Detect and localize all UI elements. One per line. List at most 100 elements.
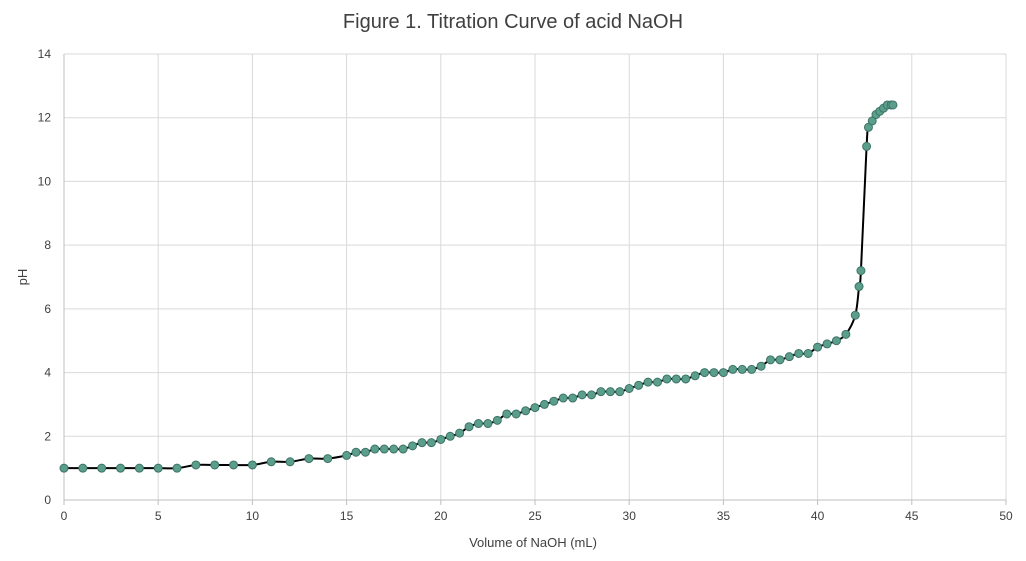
data-point [856,266,866,276]
data-point [700,368,710,378]
data-point [831,336,841,346]
y-tick-label: 8 [44,238,51,252]
data-point [605,387,615,397]
data-point [304,454,314,464]
data-point [78,463,88,473]
data-point [539,399,549,409]
data-point [97,463,107,473]
y-tick-label: 6 [44,302,51,316]
data-point [737,364,747,374]
data-point [888,100,898,110]
data-point [652,377,662,387]
series-line [64,103,893,470]
data-point [662,374,672,384]
y-tick-label: 4 [44,366,51,380]
data-point [850,310,860,320]
data-point [813,342,823,352]
data-point [455,428,465,438]
data-points [59,100,898,473]
data-point [803,348,813,358]
data-point [483,419,493,429]
data-point [191,460,201,470]
data-point [784,352,794,362]
data-point [624,384,634,393]
x-tick-label: 10 [246,509,260,523]
data-point [643,377,653,387]
y-tick-label: 10 [38,174,52,188]
data-point [794,348,804,358]
x-tick-label: 50 [999,509,1013,523]
tick-labels: 0 2 4 6 8 10 12 14 0 5 10 15 20 25 30 35 40 45 50 [38,47,1013,523]
x-tick-label: 0 [61,509,68,523]
data-point [558,393,568,403]
y-tick-label: 12 [38,111,52,125]
data-point [389,444,399,454]
data-point [530,403,540,413]
data-point [577,390,587,400]
data-point [116,463,126,473]
data-point [134,463,144,473]
data-point [690,371,700,381]
x-tick-label: 20 [434,509,448,523]
data-point [229,460,239,470]
grid-lines [64,53,1007,500]
data-point [502,409,512,419]
data-point [615,387,625,397]
x-tick-label: 5 [155,509,162,523]
axes [63,54,1007,505]
data-point [153,463,163,473]
data-point [671,374,681,384]
data-point [172,463,182,473]
x-tick-label: 15 [340,509,354,523]
x-tick-label: 25 [528,509,542,523]
data-point [862,141,872,151]
data-point [596,387,606,397]
y-axis-label: pH [15,269,30,286]
y-tick-label: 0 [44,493,51,507]
x-axis-label: Volume of NaOH (mL) [469,535,597,550]
x-tick-label: 35 [717,509,731,523]
data-point [766,355,775,365]
data-point [634,380,644,390]
data-point [747,364,757,374]
data-point [445,431,455,441]
data-point [351,447,361,457]
x-tick-label: 40 [811,509,825,523]
data-point [398,444,408,454]
data-point [210,460,220,470]
data-point [323,454,333,464]
data-point [247,460,257,470]
x-tick-label: 30 [623,509,637,523]
data-point [511,409,521,419]
data-point [728,364,738,374]
data-point [436,434,446,444]
data-point [426,438,436,448]
data-point [854,282,864,292]
data-point [59,463,69,473]
data-point [379,444,389,454]
data-point [342,450,352,460]
data-point [464,422,474,432]
data-point [360,447,370,457]
chart-title: Figure 1. Titration Curve of acid NaOH [343,11,683,33]
y-tick-label: 2 [44,429,51,443]
data-point [492,415,502,425]
data-point [709,368,719,378]
data-point [587,390,597,400]
x-tick-label: 45 [905,509,919,523]
data-point [266,457,276,467]
data-point [549,396,559,406]
data-point [417,438,427,448]
data-point [370,444,380,454]
data-point [775,355,785,365]
data-point [756,361,766,371]
data-point [822,339,832,349]
y-tick-label: 14 [38,47,52,61]
data-point [521,406,531,416]
data-point [408,441,418,451]
data-point [718,368,728,378]
data-point [568,393,578,403]
data-point [285,457,295,467]
data-point [841,329,851,339]
